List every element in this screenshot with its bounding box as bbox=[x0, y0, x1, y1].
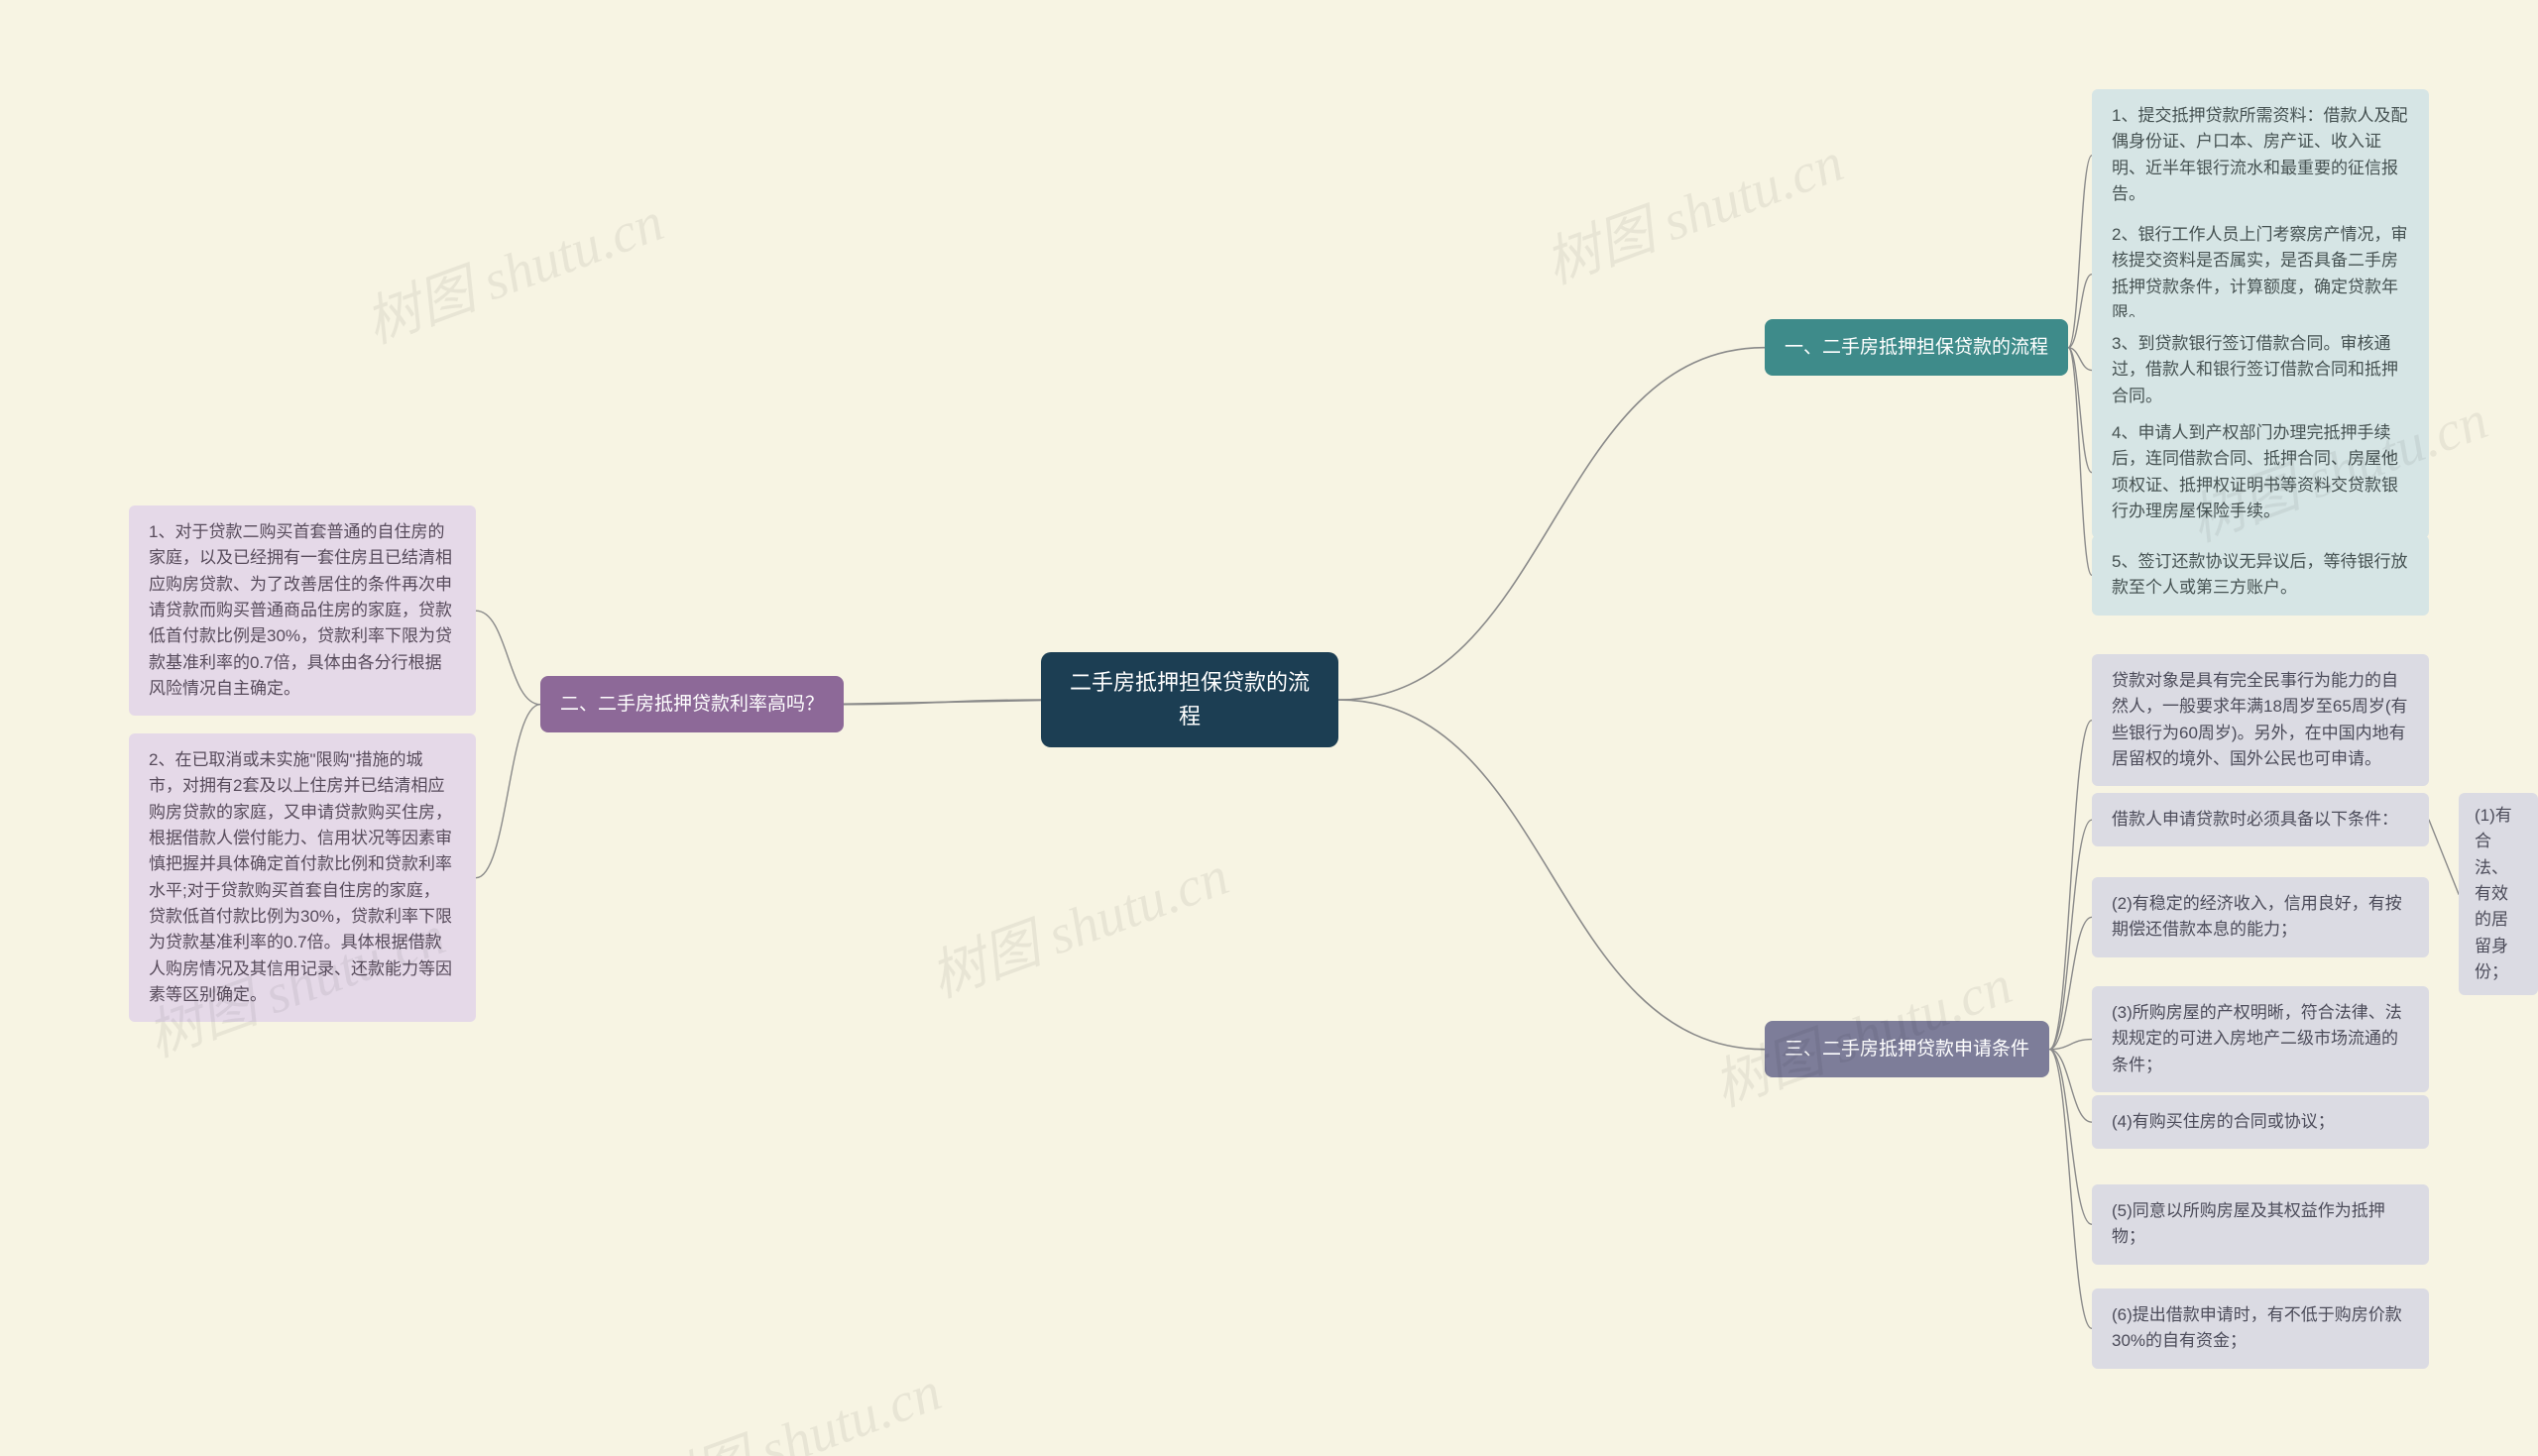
leaf-process-5[interactable]: 5、签订还款协议无异议后，等待银行放款至个人或第三方账户。 bbox=[2092, 535, 2429, 616]
watermark: 树图 shutu.cn bbox=[1533, 118, 1853, 300]
leaf-text: (1)有合法、有效的居留身份； bbox=[2475, 803, 2522, 985]
leaf-cond-2[interactable]: 借款人申请贷款时必须具备以下条件： bbox=[2092, 793, 2429, 846]
leaf-text: (6)提出借款申请时，有不低于购房价款30%的自有资金； bbox=[2112, 1302, 2409, 1355]
branch-label: 一、二手房抵押担保贷款的流程 bbox=[1785, 333, 2048, 362]
watermark: 树图 shutu.cn bbox=[918, 832, 1238, 1014]
leaf-process-4[interactable]: 4、申请人到产权部门办理完抵押手续后，连同借款合同、抵押合同、房屋他项权证、抵押… bbox=[2092, 406, 2429, 538]
branch-rate[interactable]: 二、二手房抵押贷款利率高吗？ bbox=[540, 676, 844, 732]
root-node[interactable]: 二手房抵押担保贷款的流程 bbox=[1041, 652, 1338, 747]
branch-conditions[interactable]: 三、二手房抵押贷款申请条件 bbox=[1765, 1021, 2049, 1077]
leaf-text: 贷款对象是具有完全民事行为能力的自然人，一般要求年满18周岁至65周岁(有些银行… bbox=[2112, 668, 2409, 772]
leaf-text: 5、签订还款协议无异议后，等待银行放款至个人或第三方账户。 bbox=[2112, 549, 2409, 602]
branch-label: 二、二手房抵押贷款利率高吗？ bbox=[560, 690, 824, 719]
leaf-cond-2-sub[interactable]: (1)有合法、有效的居留身份； bbox=[2459, 793, 2538, 995]
leaf-rate-1[interactable]: 1、对于贷款二购买首套普通的自住房的家庭，以及已经拥有一套住房且已结清相应购房贷… bbox=[129, 505, 476, 716]
leaf-text: 3、到贷款银行签订借款合同。审核通过，借款人和银行签订借款合同和抵押合同。 bbox=[2112, 331, 2409, 409]
leaf-cond-5[interactable]: (4)有购买住房的合同或协议； bbox=[2092, 1095, 2429, 1149]
leaf-text: 1、提交抵押贷款所需资料：借款人及配偶身份证、户口本、房产证、收入证明、近半年银… bbox=[2112, 103, 2409, 207]
leaf-text: 4、申请人到产权部门办理完抵押手续后，连同借款合同、抵押合同、房屋他项权证、抵押… bbox=[2112, 420, 2409, 524]
leaf-process-1[interactable]: 1、提交抵押贷款所需资料：借款人及配偶身份证、户口本、房产证、收入证明、近半年银… bbox=[2092, 89, 2429, 221]
leaf-cond-7[interactable]: (6)提出借款申请时，有不低于购房价款30%的自有资金； bbox=[2092, 1288, 2429, 1369]
root-label: 二手房抵押担保贷款的流程 bbox=[1061, 666, 1319, 733]
leaf-text: (3)所购房屋的产权明晰，符合法律、法规规定的可进入房地产二级市场流通的条件； bbox=[2112, 1000, 2409, 1078]
leaf-text: (5)同意以所购房屋及其权益作为抵押物； bbox=[2112, 1198, 2409, 1251]
watermark: 树图 shutu.cn bbox=[631, 1347, 951, 1456]
leaf-cond-6[interactable]: (5)同意以所购房屋及其权益作为抵押物； bbox=[2092, 1184, 2429, 1265]
leaf-cond-3[interactable]: (2)有稳定的经济收入，信用良好，有按期偿还借款本息的能力； bbox=[2092, 877, 2429, 957]
branch-label: 三、二手房抵押贷款申请条件 bbox=[1785, 1035, 2029, 1064]
leaf-text: (2)有稳定的经济收入，信用良好，有按期偿还借款本息的能力； bbox=[2112, 891, 2409, 944]
leaf-cond-1[interactable]: 贷款对象是具有完全民事行为能力的自然人，一般要求年满18周岁至65周岁(有些银行… bbox=[2092, 654, 2429, 786]
watermark: 树图 shutu.cn bbox=[353, 177, 673, 360]
leaf-text: (4)有购买住房的合同或协议； bbox=[2112, 1109, 2335, 1135]
leaf-cond-4[interactable]: (3)所购房屋的产权明晰，符合法律、法规规定的可进入房地产二级市场流通的条件； bbox=[2092, 986, 2429, 1092]
leaf-text: 2、在已取消或未实施"限购"措施的城市，对拥有2套及以上住房并已结清相应购房贷款… bbox=[149, 747, 456, 1008]
leaf-text: 1、对于贷款二购买首套普通的自住房的家庭，以及已经拥有一套住房且已结清相应购房贷… bbox=[149, 519, 456, 702]
leaf-text: 借款人申请贷款时必须具备以下条件： bbox=[2112, 807, 2398, 833]
leaf-rate-2[interactable]: 2、在已取消或未实施"限购"措施的城市，对拥有2套及以上住房并已结清相应购房贷款… bbox=[129, 733, 476, 1022]
branch-process[interactable]: 一、二手房抵押担保贷款的流程 bbox=[1765, 319, 2068, 376]
leaf-text: 2、银行工作人员上门考察房产情况，审核提交资料是否属实，是否具备二手房抵押贷款条… bbox=[2112, 222, 2409, 326]
